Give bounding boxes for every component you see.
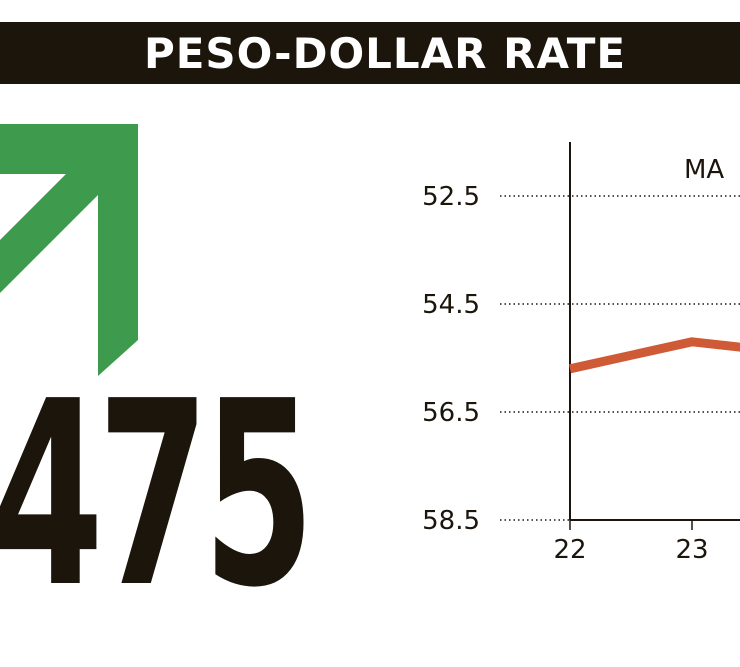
x-tick-label: 22 [553, 535, 586, 565]
y-tick-label: 58.5 [422, 506, 480, 536]
headline-number: 475 [0, 347, 315, 644]
y-tick-label: 52.5 [422, 182, 480, 212]
month-label: MA [684, 155, 724, 185]
x-tick-label: 23 [675, 535, 708, 565]
arrow-up-right-icon [0, 124, 138, 376]
y-tick-label: 56.5 [422, 398, 480, 428]
rate-line [569, 337, 740, 374]
title-bar: PESO-DOLLAR RATE [0, 22, 740, 84]
chart-title: PESO-DOLLAR RATE [143, 28, 627, 78]
y-tick-label: 54.5 [422, 290, 480, 320]
arrow-shape [0, 124, 138, 376]
